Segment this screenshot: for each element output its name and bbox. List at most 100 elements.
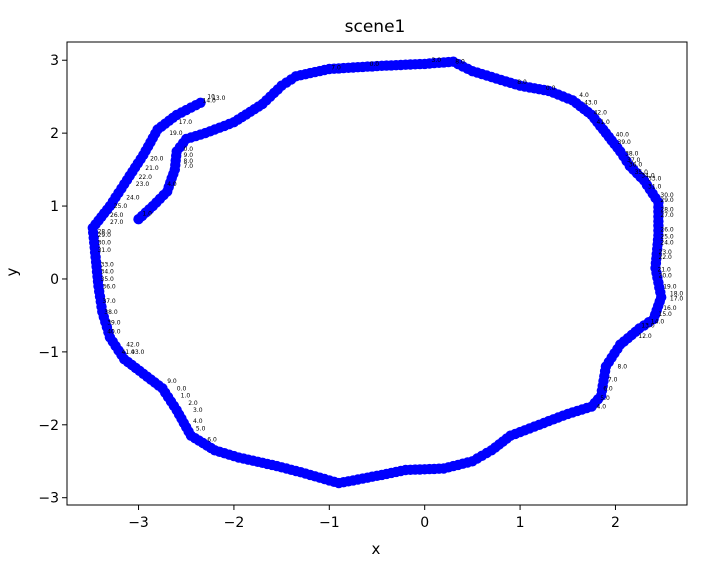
point-label-11: 0.0: [546, 85, 556, 92]
point-label-66: 34.0: [101, 269, 115, 276]
plot-area: 1.04.07.08.09.00.07.00.03.0 8.08.00.04.04…: [87, 56, 684, 489]
point-label-57: 41.0: [122, 349, 136, 356]
point-label-65: 35.0: [101, 276, 115, 283]
point-label-17: 39.0: [618, 139, 632, 146]
y-axis-label: y: [3, 267, 21, 276]
point-label-34: 21.0: [658, 267, 672, 274]
plot-frame: [66, 41, 688, 506]
point-label-25: 30.0: [660, 192, 674, 199]
point-label-15: 41.0: [597, 119, 611, 126]
x-tick-label-0: −3: [128, 515, 149, 531]
point-label-29: 26.0: [660, 226, 674, 233]
point-label-24: 31.0: [648, 183, 662, 190]
point-label-48: 4.0: [597, 404, 607, 411]
point-label-0: 1.0: [142, 210, 152, 217]
point-label-64: 36.0: [102, 283, 116, 290]
point-label-74: 25.0: [114, 203, 128, 210]
x-tick-label-3: 0: [420, 515, 429, 531]
point-label-5: 0.0: [184, 146, 194, 153]
point-label-47: 5.0: [600, 395, 610, 402]
point-label-59: 43.0: [131, 349, 145, 356]
y-tick-label-1: −2: [38, 418, 59, 434]
point-label-8: 3.0: [432, 57, 442, 64]
point-label-18: 38.0: [625, 151, 639, 158]
point-label-30: 25.0: [660, 234, 674, 241]
point-label-40: 15.0: [659, 311, 673, 318]
point-label-27: 28.0: [660, 207, 674, 214]
y-tick-label-4: 1: [50, 199, 59, 215]
point-label-38: 17.0: [670, 296, 684, 303]
point-label-49: 9.0: [167, 378, 177, 385]
point-label-1: 4.0: [167, 181, 177, 188]
point-label-71: 28.0: [98, 229, 112, 236]
point-label-63: 37.0: [102, 298, 116, 305]
point-label-82: 14.0: [203, 97, 217, 104]
chart-title: scene1: [345, 17, 406, 37]
point-label-32: 23.0: [659, 249, 673, 256]
x-tick-label-4: 1: [516, 515, 525, 531]
point-label-84: 10: [207, 94, 215, 101]
point-label-68: 31.0: [98, 247, 112, 254]
point-label-13: 43.0: [584, 100, 598, 107]
point-label-55: 5.0: [196, 425, 206, 432]
point-label-46: 6.0: [603, 385, 613, 392]
x-tick-label-2: −1: [319, 515, 340, 531]
y-tick-label-0: −3: [38, 491, 59, 507]
point-label-67: 33.0: [101, 261, 115, 268]
y-tick-label-2: −1: [38, 345, 59, 361]
point-label-43: 12.0: [638, 333, 652, 340]
point-label-39: 16.0: [663, 305, 677, 312]
point-label-70: 29.0: [98, 232, 112, 239]
y-tick-label-5: 2: [50, 126, 59, 142]
point-label-41: 14.0: [651, 318, 665, 325]
point-label-19: 37.0: [627, 157, 641, 164]
point-label-14: 42.0: [594, 110, 608, 117]
point-label-79: 20.0: [150, 156, 164, 163]
y-tick-label-3: 0: [50, 272, 59, 288]
point-label-9: 8.0: [455, 59, 465, 66]
point-label-20: 36.0: [629, 162, 643, 169]
point-label-3: 8.0: [184, 158, 194, 165]
point-label-35: 20.0: [659, 272, 673, 279]
point-label-58: 42.0: [126, 342, 140, 349]
point-label-2: 7.0: [184, 163, 194, 170]
point-label-75: 24.0: [126, 194, 140, 201]
point-label-28: 27.0: [660, 212, 674, 219]
x-tick-label-1: −2: [224, 515, 245, 531]
point-label-33: 22.0: [659, 254, 673, 261]
point-label-37: 18.0: [670, 291, 684, 298]
point-label-36: 19.0: [663, 283, 677, 290]
point-label-54: 4.0: [193, 418, 203, 425]
point-label-42: 13.0: [641, 323, 655, 330]
point-label-12: 4.0: [579, 92, 589, 99]
axis-ticks: −3 −2 −1 0 1 2 −3 −2 −1 0 1 2 3: [38, 53, 620, 531]
point-label-80: 19.0: [169, 130, 183, 137]
point-label-6: 7.0: [331, 65, 341, 72]
point-label-77: 22.0: [139, 174, 153, 181]
point-label-76: 23.0: [136, 181, 150, 188]
point-label-50: 0.0: [177, 385, 187, 392]
point-label-73: 26.0: [110, 212, 124, 219]
point-label-53: 3.0: [193, 407, 203, 414]
point-label-78: 21.0: [145, 165, 159, 172]
point-label-72: 27.0: [110, 219, 124, 226]
point-label-56: 6.0: [207, 436, 217, 443]
point-label-83: 13.0: [212, 95, 226, 102]
y-tick-label-6: 3: [50, 53, 59, 69]
point-label-16: 40.0: [616, 132, 630, 139]
point-label-7: 0.0: [370, 61, 380, 68]
point-label-45: 7.0: [608, 377, 618, 384]
x-axis-label: x: [372, 540, 381, 558]
point-label-62: 38.0: [104, 309, 118, 316]
point-label-81: 17.0: [179, 119, 193, 126]
point-label-61: 39.0: [107, 320, 121, 327]
point-label-23: 33.0: [648, 175, 662, 182]
point-label-69: 30.0: [98, 240, 112, 247]
point-label-21: 35.0: [635, 169, 649, 176]
point-label-22: 34.0: [641, 172, 655, 179]
point-label-26: 29.0: [660, 197, 674, 204]
x-tick-label-5: 2: [611, 515, 620, 531]
point-label-4: 9.0: [184, 152, 194, 159]
data-point-345: [195, 97, 206, 109]
point-label-52: 2.0: [188, 400, 198, 407]
